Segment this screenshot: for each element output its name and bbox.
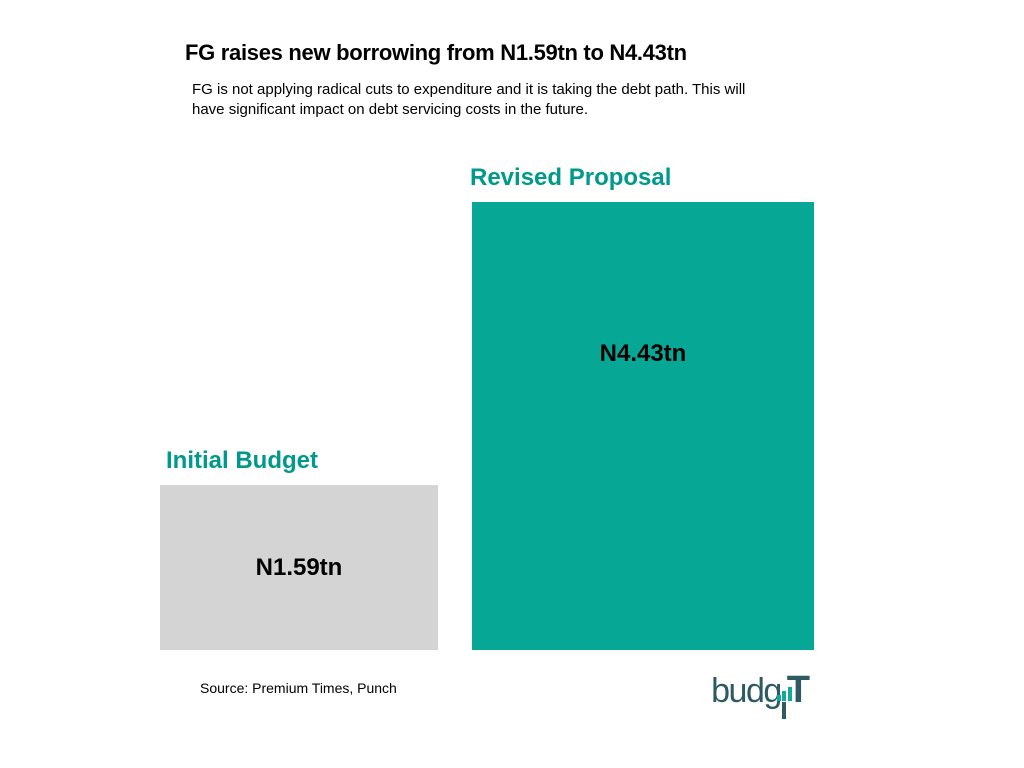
- chart-area: Initial Budget N1.59tn Revised Proposal N4.…: [160, 140, 820, 650]
- logo-i-icon: [777, 687, 792, 719]
- chart-title: FG raises new borrowing from N1.59tn to …: [185, 40, 687, 66]
- logo-text-budg: budg: [711, 672, 781, 711]
- bar-label: Initial Budget: [166, 447, 318, 475]
- budgit-logo: budg T: [711, 669, 809, 720]
- logo-i-stem: [782, 702, 786, 719]
- bar-label: Revised Proposal: [470, 164, 671, 192]
- bar-value: N1.59tn: [256, 554, 343, 582]
- bar-value: N4.43tn: [600, 340, 687, 368]
- bar: N4.43tn: [472, 202, 814, 650]
- bar: N1.59tn: [160, 485, 438, 650]
- chart-subtitle: FG is not applying radical cuts to expen…: [192, 80, 752, 121]
- logo-bars-icon: [777, 687, 792, 701]
- source-attribution: Source: Premium Times, Punch: [200, 680, 397, 696]
